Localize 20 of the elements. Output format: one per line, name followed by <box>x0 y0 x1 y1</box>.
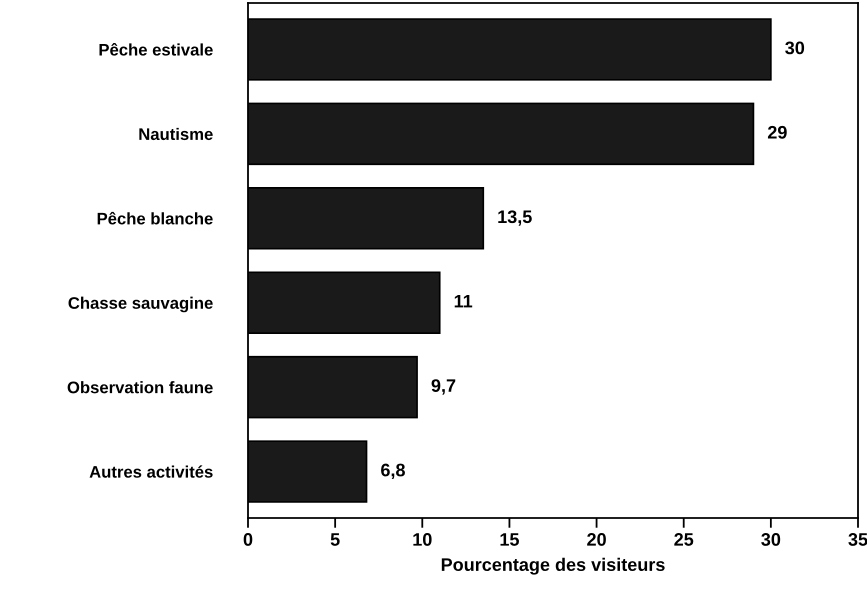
x-tick-label: 5 <box>330 533 340 546</box>
data-label: 30 <box>785 41 804 54</box>
y-tick-label: Pêche estivale <box>100 43 213 56</box>
x-tick-label: 30 <box>761 533 780 546</box>
x-tick-label: 15 <box>500 533 519 546</box>
data-label: 11 <box>454 294 472 308</box>
data-label: 6,8 <box>381 464 405 480</box>
data-label: 9,7 <box>432 379 456 395</box>
data-label: 13,5 <box>498 210 532 226</box>
y-tick-label: Pêche blanche <box>98 212 213 224</box>
y-tick-label: Chasse sauvagine <box>68 296 213 312</box>
y-tick-label: Nautisme <box>139 128 213 140</box>
x-tick-label: 25 <box>674 533 694 546</box>
x-axis-title: Pourcentage des visiteurs <box>442 558 665 575</box>
y-tick-label: Observation faune <box>68 381 213 394</box>
y-tick-label: Autres activités <box>90 465 213 478</box>
x-tick-label: 0 <box>244 533 252 546</box>
x-tick-label: 20 <box>587 533 606 546</box>
data-label: 29 <box>768 126 787 139</box>
x-tick-label: 10 <box>413 533 432 546</box>
